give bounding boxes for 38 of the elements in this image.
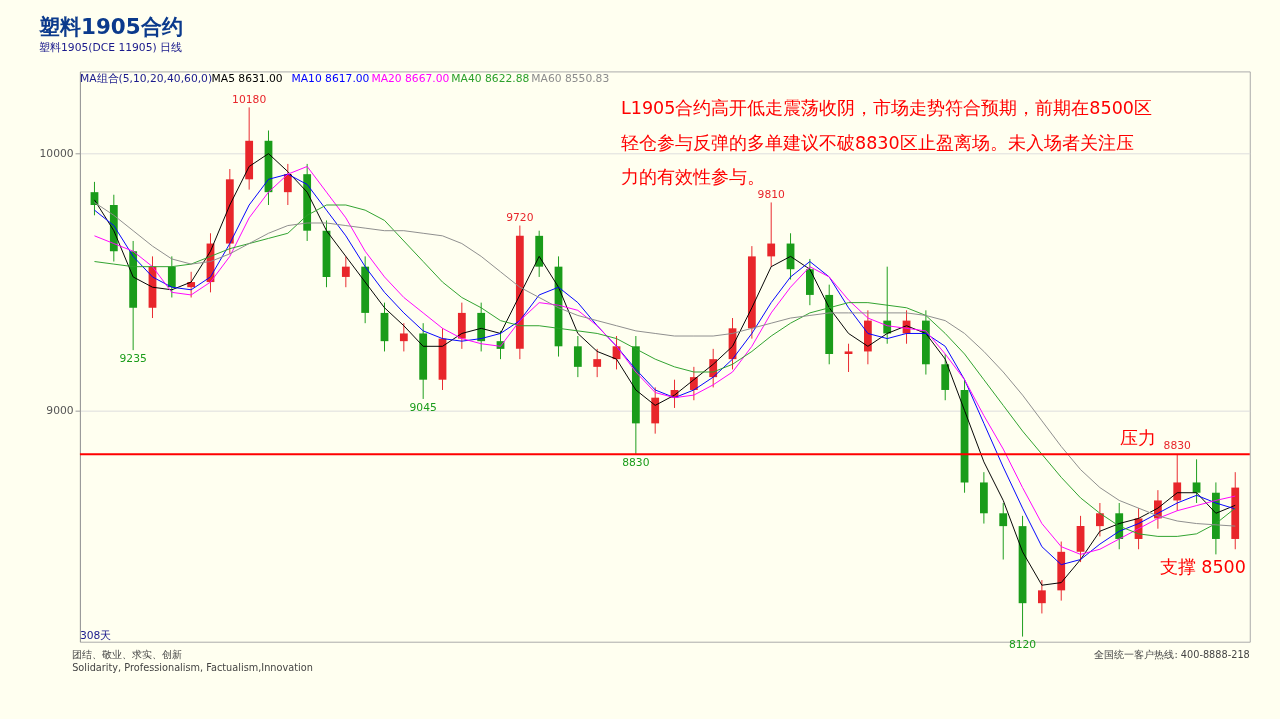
candlestick bbox=[593, 348, 602, 378]
y-tick-label: 10000 bbox=[39, 147, 74, 161]
annotation: 9235 bbox=[119, 351, 147, 365]
text: MA10 8617.00 bbox=[291, 72, 370, 86]
candlestick bbox=[283, 163, 292, 206]
annotation: 8830 bbox=[1163, 439, 1192, 453]
annotation: 9720 bbox=[506, 210, 534, 224]
chart-subtitle: 塑料1905(DCE 11905) 日线 bbox=[39, 40, 183, 54]
annotation: 9045 bbox=[409, 400, 437, 414]
annotation: 支撑 8500 bbox=[1159, 557, 1246, 578]
candlestick bbox=[1037, 579, 1046, 614]
candlestick bbox=[1095, 502, 1104, 537]
candlestick bbox=[341, 255, 350, 288]
annotation: 10180 bbox=[232, 92, 267, 106]
annotation: 8830 bbox=[622, 455, 650, 469]
text: MA20 8667.00 bbox=[371, 72, 450, 86]
annotation: 8120 bbox=[1008, 638, 1037, 652]
text: Solidarity, Professionalism, Factualism,Innovation bbox=[72, 661, 313, 673]
annotation: L1905合约高开低走震荡收阴，市场走势符合预期，前期在8500区轻仓参与反弹的多单建议不破8830区止盈离场。未入场者关注压力的有效性参与。 bbox=[620, 98, 1152, 187]
text: MA60 8550.83 bbox=[531, 72, 610, 86]
ref-line-label: 压力 bbox=[1119, 428, 1156, 449]
candlestick bbox=[767, 201, 776, 268]
annotation: MA组合(5,10,20,40,60,0) bbox=[79, 72, 213, 86]
annotation: 9810 bbox=[757, 187, 786, 201]
candlestick bbox=[573, 335, 582, 378]
candlestick bbox=[399, 322, 408, 352]
y-tick-label: 9000 bbox=[46, 403, 74, 417]
candlestick bbox=[1192, 458, 1201, 504]
annotation: 308天 bbox=[79, 628, 112, 642]
candlestick bbox=[167, 255, 176, 298]
text: MA40 8622.88 bbox=[451, 72, 530, 86]
text: MA5 8631.00 bbox=[211, 72, 283, 86]
chart-title: 塑料1905合约 bbox=[38, 14, 183, 40]
text: 全国统一客户热线: 400-8888-218 bbox=[1094, 649, 1250, 661]
text: 团结、敬业、求实、创新 bbox=[72, 649, 183, 661]
candlestick bbox=[844, 343, 853, 373]
candlestick bbox=[1173, 453, 1182, 512]
candlestick bbox=[999, 502, 1008, 561]
